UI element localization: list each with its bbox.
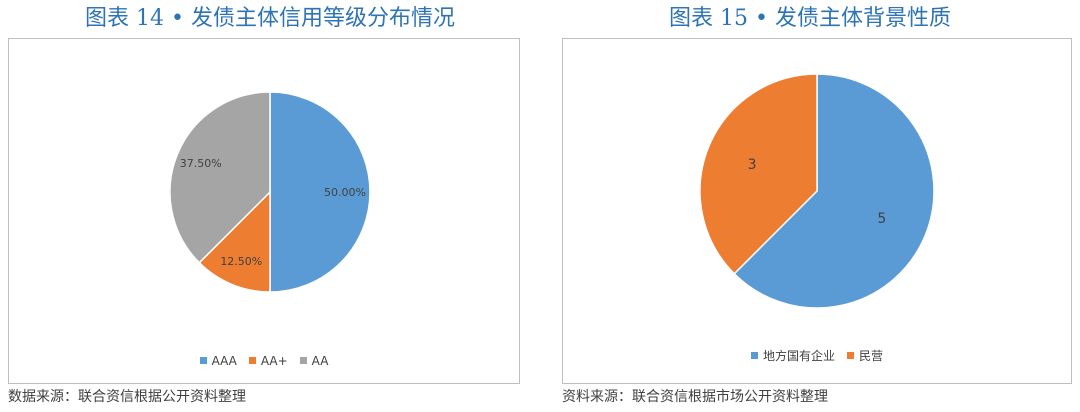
legend-credit-rating: AAA AA+ AA bbox=[9, 353, 519, 368]
legend-issuer-background: 地方国有企业 民营 bbox=[563, 347, 1071, 364]
legend-label: 民营 bbox=[859, 349, 884, 363]
data-label-0-1: 12.50% bbox=[220, 255, 262, 268]
figure-14-title: 图表 14 • 发债主体信用等级分布情况 bbox=[85, 6, 455, 31]
data-label-1-1: 3 bbox=[748, 157, 757, 173]
pie-slice-1-1 bbox=[699, 73, 818, 275]
legend-item-1-1: 民营 bbox=[847, 347, 883, 364]
figure-15-source: 资料来源：联合资信根据市场公开资料整理 bbox=[562, 389, 828, 405]
legend-label: AA+ bbox=[260, 353, 288, 368]
pie-slice-0-2 bbox=[169, 91, 271, 264]
legend-item-0-2: AA bbox=[299, 353, 329, 368]
data-label-0-0: 50.00% bbox=[324, 186, 366, 199]
figure-15-title: 图表 15 • 发债主体背景性质 bbox=[669, 6, 951, 31]
pie-slice-0-0 bbox=[269, 91, 371, 293]
legend-swatch bbox=[299, 357, 307, 364]
legend-swatch bbox=[248, 357, 256, 364]
pie-chart-issuer-background-svg: 53 bbox=[699, 73, 935, 309]
legend-label: 地方国有企业 bbox=[762, 349, 835, 363]
pie-slice-0-1 bbox=[198, 190, 271, 293]
legend-label: AA bbox=[311, 353, 329, 368]
figure-14-source: 数据来源：联合资信根据公开资料整理 bbox=[8, 389, 246, 405]
legend-swatch bbox=[750, 352, 758, 359]
legend-swatch bbox=[199, 357, 207, 364]
legend-item-0-0: AAA bbox=[199, 353, 237, 368]
pie-chart-credit-rating: 50.00% 12.50% 37.50% AAA AA+ AA bbox=[8, 38, 520, 384]
data-label-0-2: 37.50% bbox=[180, 157, 222, 170]
legend-item-1-0: 地方国有企业 bbox=[750, 347, 835, 364]
legend-item-0-1: AA+ bbox=[248, 353, 288, 368]
legend-swatch bbox=[847, 352, 854, 359]
pie-slice-1-0 bbox=[733, 73, 935, 309]
data-label-1-0: 5 bbox=[877, 211, 886, 227]
pie-chart-credit-rating-svg: 50.00% 12.50% 37.50% bbox=[169, 91, 371, 293]
legend-label: AAA bbox=[211, 353, 237, 368]
